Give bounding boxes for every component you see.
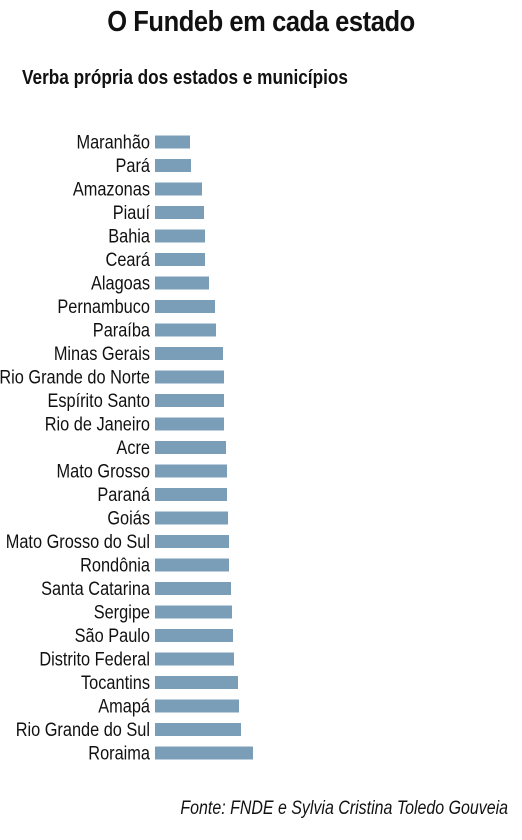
- source-note: Fonte: FNDE e Sylvia Cristina Toledo Gou…: [180, 798, 508, 819]
- category-label: Goiás: [107, 507, 150, 528]
- bar: [155, 535, 229, 548]
- category-label: Ceará: [106, 249, 151, 270]
- bar: [155, 699, 239, 713]
- category-label: São Paulo: [75, 625, 150, 646]
- category-label: Paraíba: [93, 319, 150, 340]
- bar: [155, 300, 215, 313]
- category-label: Distrito Federal: [39, 648, 150, 669]
- bar: [155, 511, 228, 525]
- category-label: Mato Grosso do Sul: [6, 531, 150, 552]
- category-label: Bahia: [108, 225, 150, 246]
- bar: [155, 605, 232, 619]
- bar: [155, 159, 191, 172]
- bar: [155, 723, 241, 736]
- bar: [155, 206, 204, 219]
- bar: [155, 323, 216, 337]
- category-label: Mato Grosso: [57, 460, 151, 481]
- category-label: Espírito Santo: [47, 390, 150, 411]
- category-label: Rio de Janeiro: [45, 413, 150, 434]
- category-label: Rio Grande do Sul: [16, 719, 150, 740]
- category-label: Roraima: [88, 742, 150, 763]
- bar: [155, 441, 226, 454]
- bar: [155, 370, 224, 384]
- bar: [155, 629, 233, 642]
- bar: [155, 746, 253, 760]
- bar: [155, 229, 205, 243]
- bar: [155, 135, 190, 149]
- bar: [155, 488, 227, 501]
- category-label: Amapá: [98, 695, 150, 716]
- chart-subtitle: Verba própria dos estados e municípios: [22, 67, 348, 89]
- category-label: Maranhão: [76, 131, 150, 152]
- category-label: Santa Catarina: [41, 578, 150, 599]
- bar: [155, 676, 238, 689]
- bar: [155, 464, 227, 478]
- bar: [155, 253, 205, 266]
- bar: [155, 394, 224, 407]
- chart-title: O Fundeb em cada estado: [107, 6, 415, 38]
- category-label: Piauí: [113, 202, 150, 223]
- bar: [155, 417, 224, 431]
- category-label: Tocantins: [81, 672, 150, 693]
- category-label: Rio Grande do Norte: [0, 366, 150, 387]
- category-label: Acre: [116, 437, 150, 458]
- category-label: Sergipe: [94, 601, 150, 622]
- category-label: Amazonas: [73, 178, 150, 199]
- bar: [155, 347, 223, 360]
- category-label: Paraná: [97, 484, 150, 505]
- category-label: Minas Gerais: [54, 343, 150, 364]
- bar: [155, 558, 229, 572]
- bar: [155, 182, 202, 196]
- category-label: Pernambuco: [57, 296, 150, 317]
- category-label: Pará: [116, 155, 151, 176]
- bar: [155, 276, 209, 290]
- category-label: Rondônia: [80, 554, 150, 575]
- bar: [155, 582, 231, 595]
- category-label: Alagoas: [91, 272, 150, 293]
- bar: [155, 652, 234, 666]
